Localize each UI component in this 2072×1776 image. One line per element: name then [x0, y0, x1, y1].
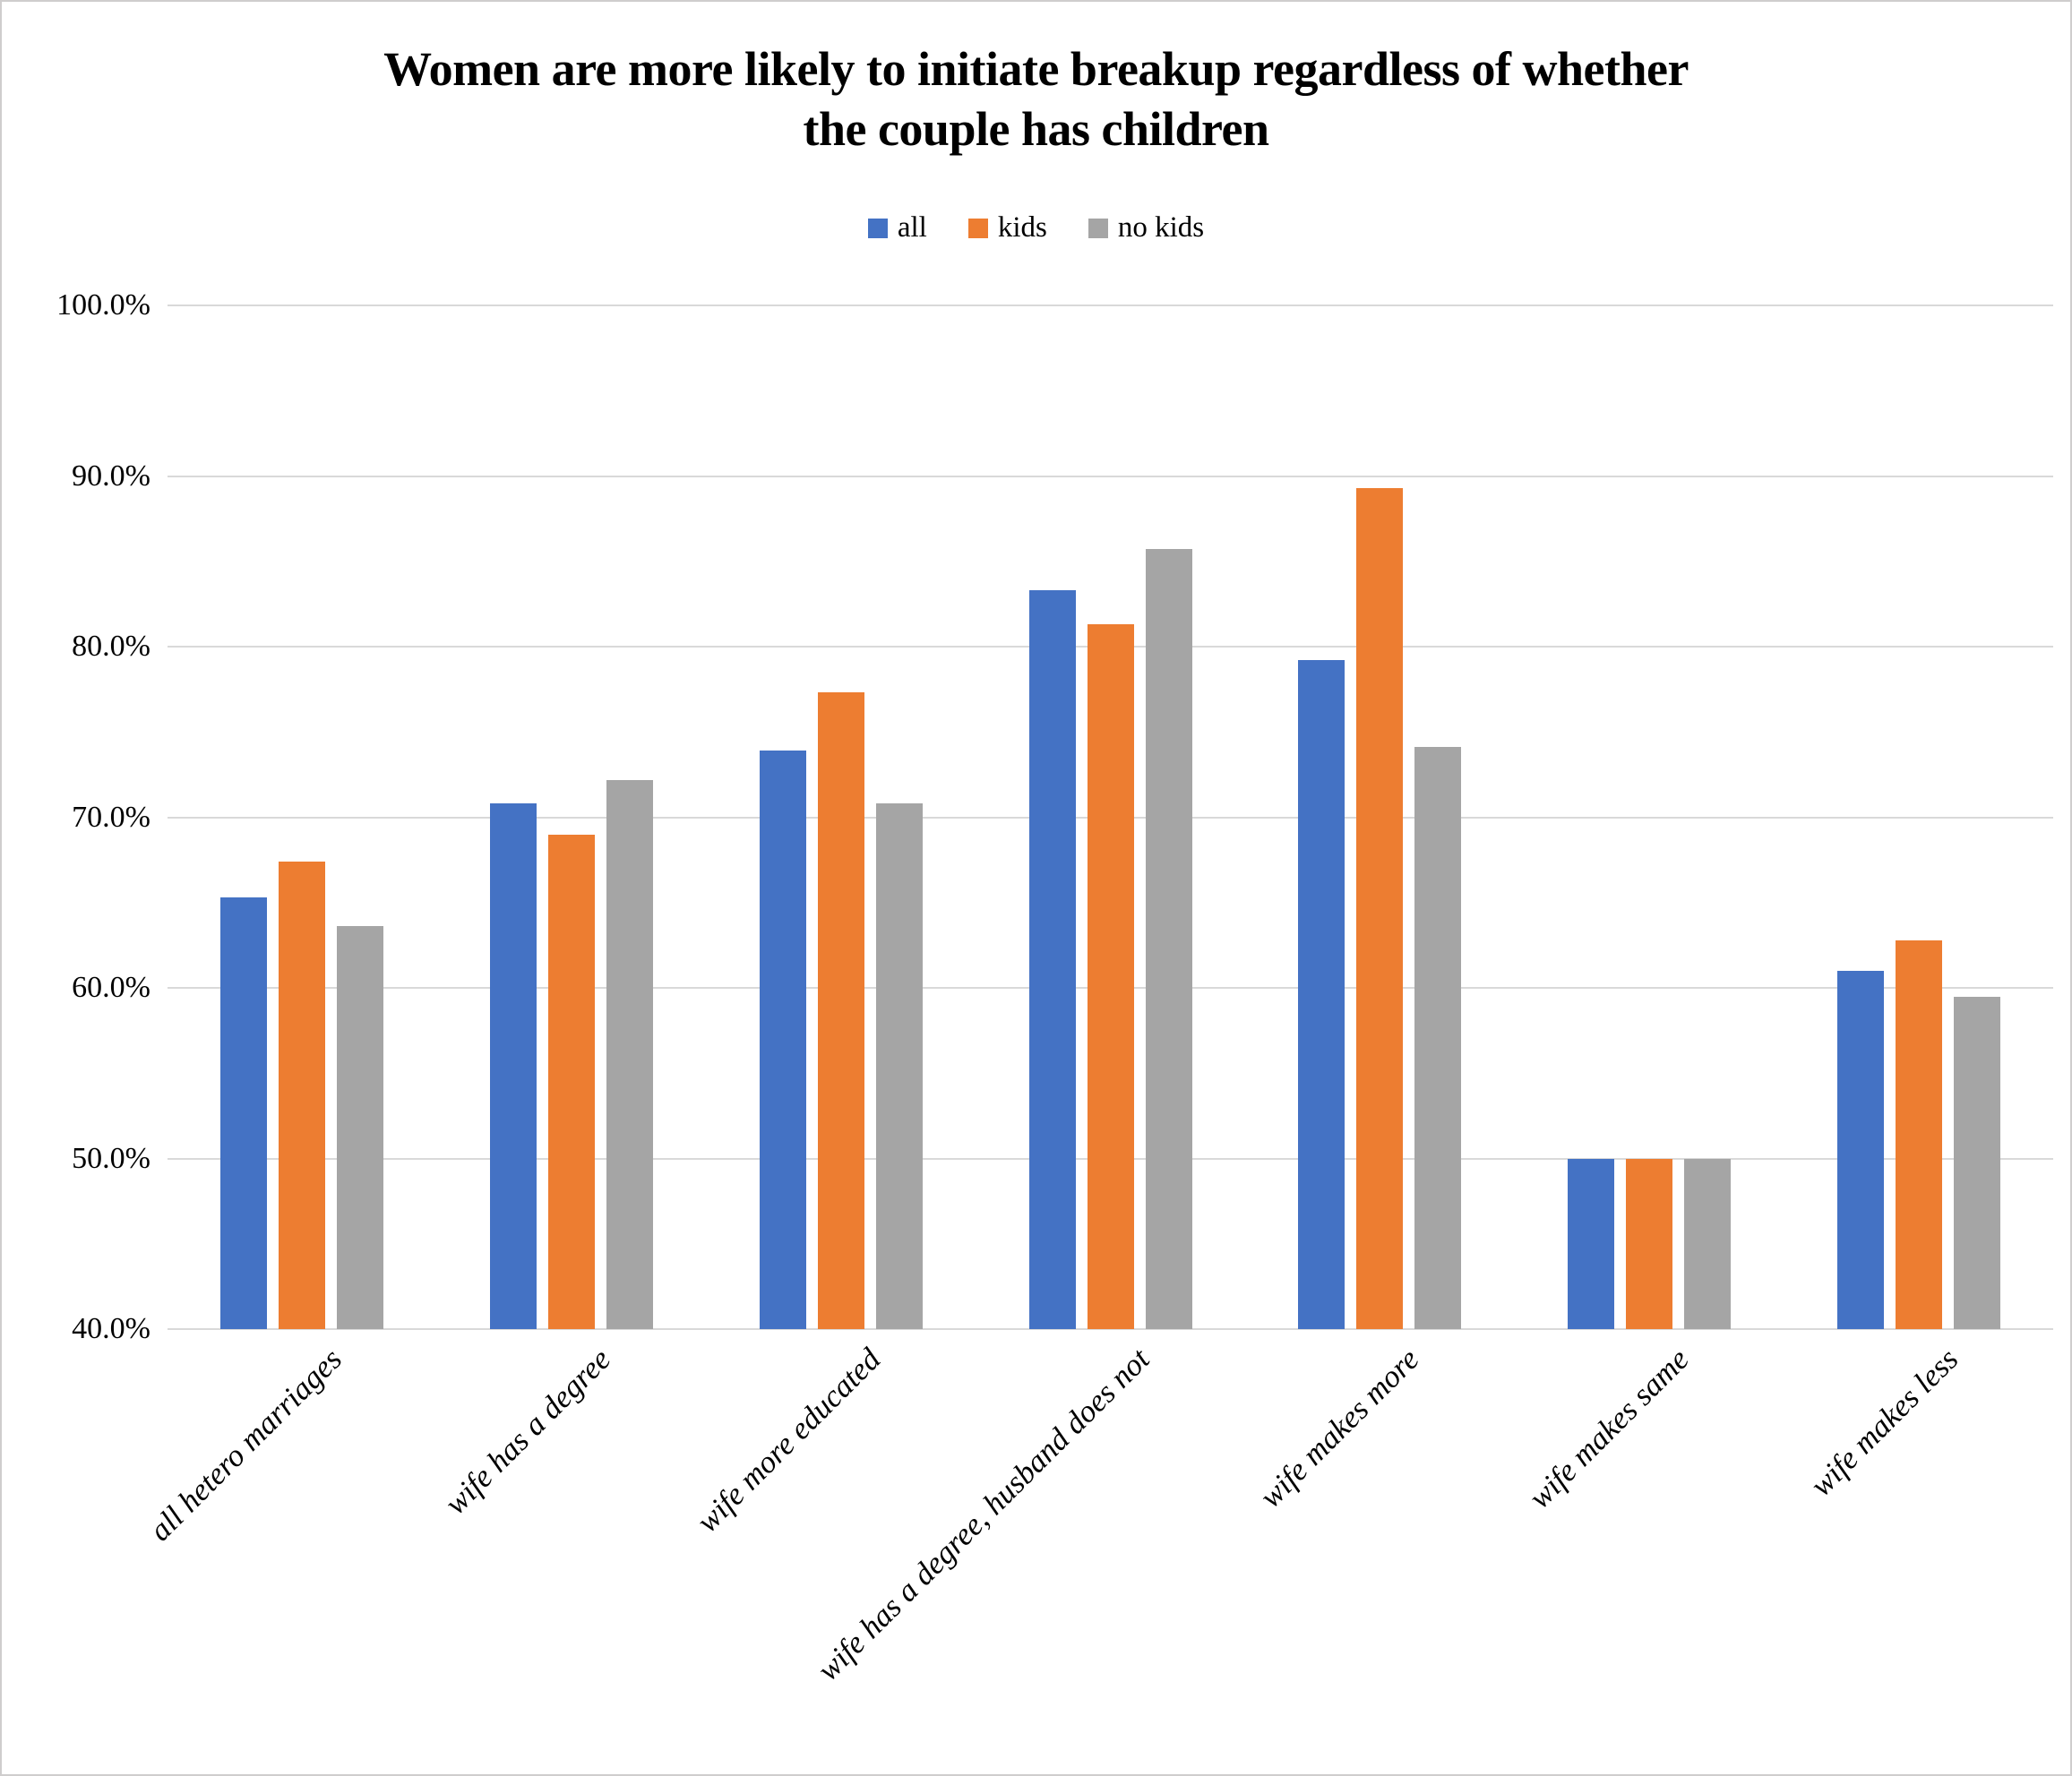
legend-label: all — [897, 211, 927, 244]
legend-marker-kids — [967, 218, 988, 238]
legend-label: kids — [997, 211, 1047, 244]
legend-marker-all — [867, 218, 888, 238]
y-axis-tick-label: 50.0% — [72, 1141, 150, 1175]
bar-kids-4 — [1356, 487, 1404, 1329]
legend-item-all: all — [867, 211, 927, 245]
y-axis-tick-label: 80.0% — [72, 630, 150, 663]
bar-kids-6 — [1895, 939, 1942, 1329]
bar-group-5 — [1515, 305, 1784, 1329]
bar-kids-0 — [279, 862, 326, 1329]
x-axis-category-label: wife has a degree — [438, 1342, 618, 1522]
bar-all-0 — [220, 897, 268, 1329]
bar-group-3 — [976, 305, 1245, 1329]
y-axis-tick-labels: 100.0% 90.0% 80.0% 70.0% 60.0% 50.0% 40.0% — [2, 288, 150, 1345]
legend-marker-no-kids — [1088, 218, 1108, 238]
x-axis-category-label: wife has a degree, husband does not — [810, 1342, 1157, 1688]
bar-no-kids-3 — [1145, 549, 1192, 1329]
bar-no-kids-5 — [1683, 1158, 1731, 1329]
bar-no-kids-2 — [875, 803, 923, 1329]
bar-kids-3 — [1087, 624, 1134, 1329]
y-axis-tick-label: 60.0% — [72, 971, 150, 1004]
legend-item-kids: kids — [967, 211, 1047, 245]
bar-no-kids-1 — [606, 779, 654, 1329]
bar-no-kids-6 — [1953, 996, 2000, 1329]
gridline-40.0 — [168, 1328, 2053, 1330]
x-axis-category-label: wife makes same — [1521, 1342, 1696, 1515]
bar-group-6 — [1784, 305, 2053, 1329]
bar-no-kids-4 — [1414, 747, 1462, 1329]
bar-all-6 — [1836, 970, 1884, 1329]
bar-all-3 — [1028, 590, 1076, 1329]
x-axis-category-label: all hetero marriages — [142, 1342, 348, 1549]
bar-kids-2 — [817, 692, 864, 1329]
bar-kids-5 — [1625, 1158, 1672, 1329]
x-axis-category-label: wife makes less — [1803, 1342, 1965, 1504]
bar-kids-1 — [548, 834, 596, 1329]
y-axis-tick-label: 70.0% — [72, 800, 150, 834]
bar-all-1 — [490, 803, 537, 1329]
bar-group-2 — [706, 305, 976, 1329]
legend-label: no kids — [1117, 211, 1205, 244]
bar-group-4 — [1245, 305, 1515, 1329]
plot-area — [168, 305, 2053, 1330]
gridline-100.0 — [168, 305, 2053, 306]
bar-all-2 — [759, 751, 806, 1329]
bar-group-0 — [168, 305, 437, 1329]
bar-all-5 — [1567, 1158, 1614, 1329]
chart-title-line2: the couple has children — [803, 102, 1269, 156]
y-axis-tick-label: 100.0% — [56, 288, 150, 322]
chart-title: Women are more likely to initiate breaku… — [2, 39, 2070, 159]
y-axis-tick-label: 40.0% — [72, 1312, 150, 1345]
bar-all-4 — [1298, 660, 1346, 1329]
x-axis-category-label: wife more educated — [689, 1342, 888, 1540]
bar-group-1 — [437, 305, 707, 1329]
legend: all kids no kids — [2, 211, 2070, 245]
bar-groups — [168, 305, 2053, 1329]
y-axis-tick-label: 90.0% — [72, 459, 150, 493]
bar-no-kids-0 — [337, 926, 384, 1329]
legend-item-no-kids: no kids — [1088, 211, 1204, 245]
gridline-90.0 — [168, 475, 2053, 477]
chart-title-line1: Women are more likely to initiate breaku… — [383, 42, 1689, 96]
x-axis-category-label: wife makes more — [1252, 1342, 1426, 1514]
